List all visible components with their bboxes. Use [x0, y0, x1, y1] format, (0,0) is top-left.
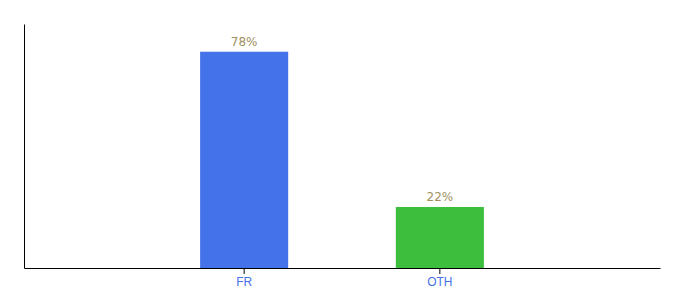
chart: 78% 22% FR OTH [0, 0, 680, 300]
bar [200, 52, 288, 268]
x-axis-line [25, 268, 661, 269]
x-axis: FR OTH [25, 268, 661, 289]
x-tick-label: FR [236, 275, 252, 289]
bar [396, 207, 484, 268]
data-labels: 78% 22% [231, 35, 453, 204]
data-label: 78% [231, 35, 258, 49]
bars [200, 52, 484, 268]
y-axis [24, 25, 25, 269]
x-tick-mark [439, 268, 440, 274]
y-axis-line [24, 25, 25, 269]
plot: 78% 22% FR OTH [25, 25, 661, 289]
x-tick: OTH [427, 268, 452, 289]
x-tick-mark [244, 268, 245, 274]
data-label: 22% [427, 190, 454, 204]
x-tick: FR [236, 268, 252, 289]
x-tick-label: OTH [427, 275, 452, 289]
